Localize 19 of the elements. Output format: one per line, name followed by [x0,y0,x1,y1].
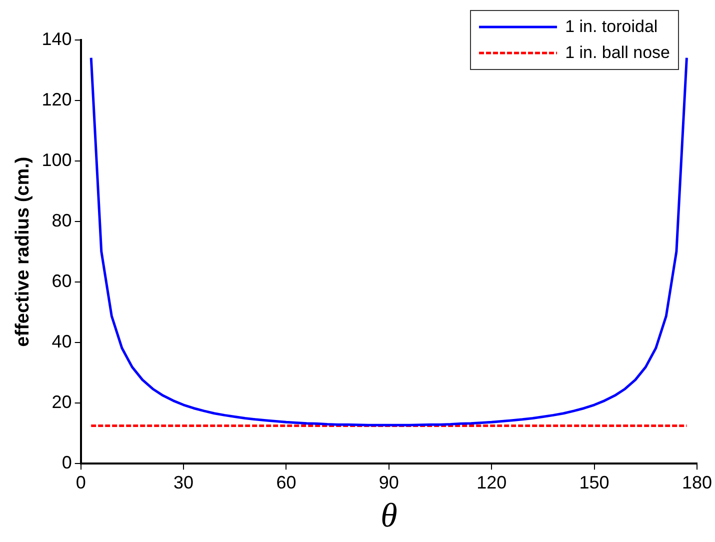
y-tick-label: 0 [62,452,72,473]
legend-label: 1 in. toroidal [565,17,658,37]
x-tick-label: 120 [476,472,507,492]
y-tick-label: 100 [42,150,72,170]
x-tick-label: 0 [76,472,86,492]
x-tick-label: 180 [682,472,712,492]
x-tick-label: 60 [276,472,296,492]
legend-label: 1 in. ball nose [565,43,670,63]
y-tick-label: 20 [52,392,72,412]
y-tick-label: 40 [52,332,72,352]
y-tick-label: 120 [42,89,72,110]
y-tick-label: 80 [52,210,72,231]
x-axis-title: θ [380,498,398,535]
x-tick-label: 90 [378,472,399,492]
y-tick-label: 140 [42,28,72,49]
x-tick-label: 150 [579,472,610,492]
y-axis-title: effective radius (cm.) [12,156,34,347]
y-tick-label: 60 [52,271,72,292]
x-tick-label: 30 [174,472,194,492]
